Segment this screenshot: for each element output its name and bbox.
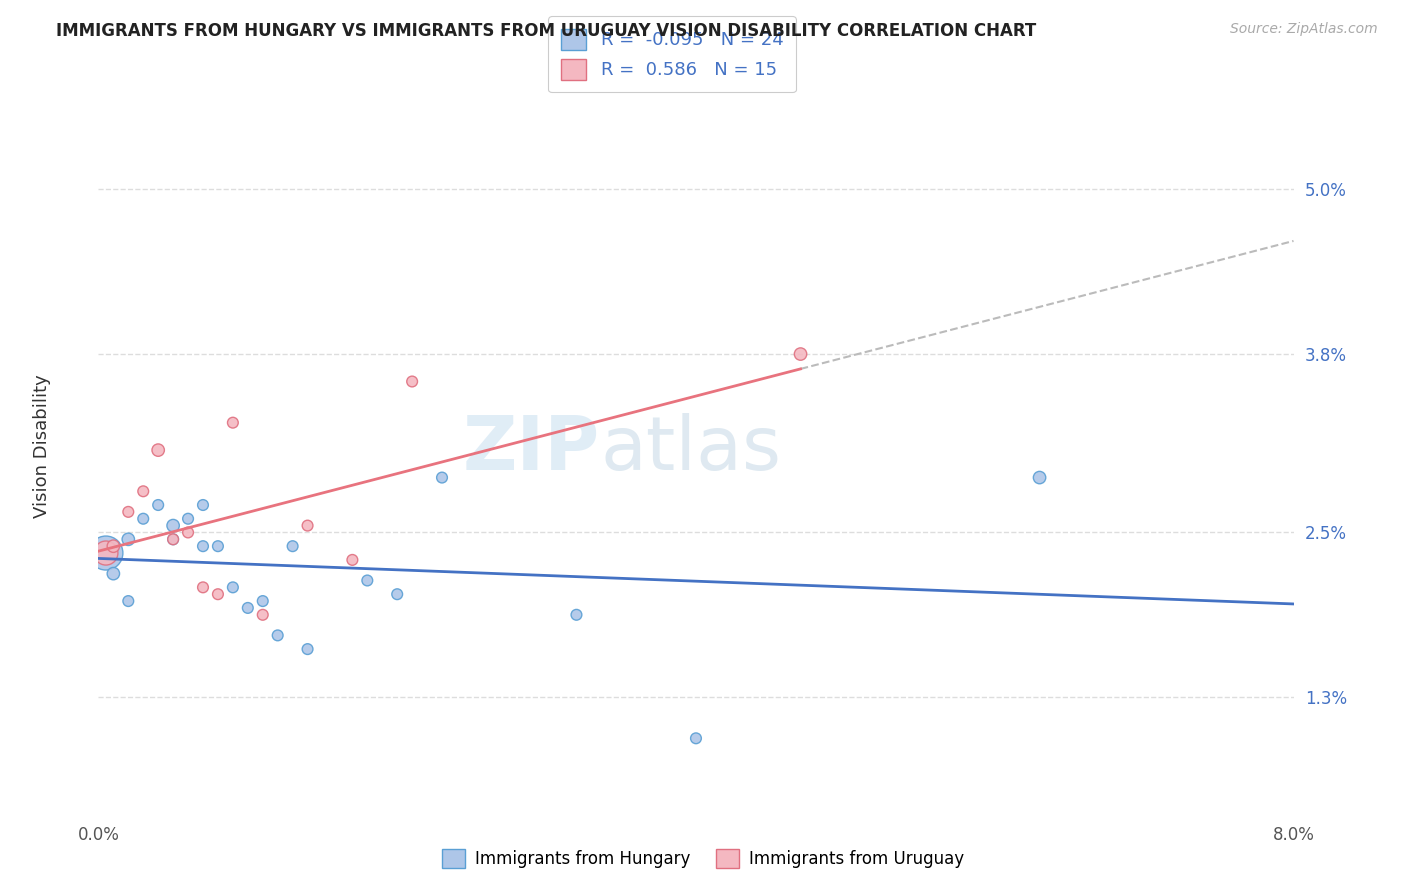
Point	[789, 347, 811, 361]
Point	[191, 498, 214, 512]
Text: IMMIGRANTS FROM HUNGARY VS IMMIGRANTS FROM URUGUAY VISION DISABILITY CORRELATION: IMMIGRANTS FROM HUNGARY VS IMMIGRANTS FR…	[56, 22, 1036, 40]
Point	[565, 607, 588, 622]
Point	[177, 525, 200, 540]
Point	[132, 512, 155, 526]
Point	[207, 587, 229, 601]
Point	[162, 518, 184, 533]
Point	[342, 553, 364, 567]
Point	[162, 533, 184, 547]
Point	[191, 539, 214, 553]
Point	[162, 533, 184, 547]
Point	[1028, 470, 1050, 484]
Point	[177, 512, 200, 526]
Point	[430, 470, 453, 484]
Point	[148, 443, 170, 458]
Text: Source: ZipAtlas.com: Source: ZipAtlas.com	[1230, 22, 1378, 37]
Point	[356, 574, 378, 588]
Point	[103, 539, 125, 553]
Point	[685, 731, 707, 746]
Point	[117, 594, 139, 608]
Point	[236, 601, 259, 615]
Point	[252, 594, 274, 608]
Point	[401, 375, 423, 389]
Text: Vision Disability: Vision Disability	[34, 374, 51, 518]
Text: ZIP: ZIP	[463, 413, 600, 486]
Point	[191, 580, 214, 594]
Legend: R =  -0.095   N = 24, R =  0.586   N = 15: R = -0.095 N = 24, R = 0.586 N = 15	[548, 16, 796, 92]
Point	[297, 642, 319, 657]
Point	[222, 416, 245, 430]
Point	[117, 533, 139, 547]
Point	[148, 498, 170, 512]
Point	[117, 505, 139, 519]
Point	[132, 484, 155, 499]
Point	[385, 587, 409, 601]
Text: atlas: atlas	[600, 413, 782, 486]
Point	[103, 566, 125, 581]
Point	[267, 628, 290, 642]
Point	[281, 539, 304, 553]
Point	[222, 580, 245, 594]
Legend: Immigrants from Hungary, Immigrants from Uruguay: Immigrants from Hungary, Immigrants from…	[436, 842, 970, 875]
Point	[94, 546, 117, 560]
Point	[252, 607, 274, 622]
Point	[94, 546, 117, 560]
Point	[297, 518, 319, 533]
Point	[207, 539, 229, 553]
